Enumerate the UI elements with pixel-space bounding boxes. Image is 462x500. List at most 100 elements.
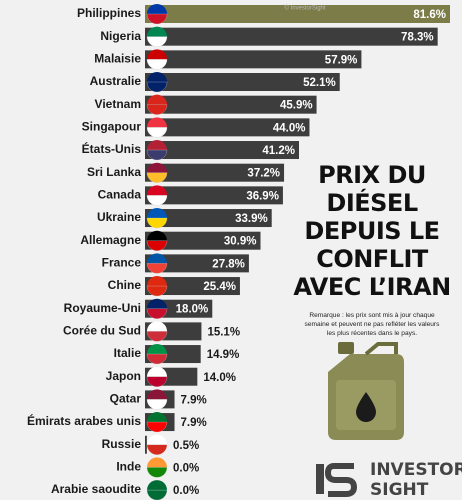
bar	[145, 95, 317, 114]
category-label: Chine	[108, 278, 142, 292]
title-line: PRIX DU	[318, 161, 426, 189]
value-label: 57.9%	[325, 54, 358, 66]
note-line: Remarque : les prix sont mis à jour chaq…	[309, 312, 435, 319]
flag	[146, 240, 168, 251]
flag	[147, 117, 167, 128]
flag	[146, 444, 168, 455]
bar	[145, 254, 249, 273]
flag	[147, 389, 167, 400]
category-label: Vietnam	[95, 97, 141, 111]
category-label: Arabie saoudite	[51, 482, 141, 496]
flag	[147, 321, 167, 332]
value-label: 30.9%	[224, 236, 257, 248]
bar	[145, 186, 283, 205]
flag	[147, 412, 167, 423]
flag	[147, 49, 167, 60]
bar	[145, 50, 362, 69]
category-label: Ukraine	[97, 210, 141, 224]
flag	[146, 59, 168, 70]
category-label: Sri Lanka	[87, 165, 141, 179]
value-label: 33.9%	[235, 213, 268, 225]
jerrycan	[328, 342, 404, 440]
value-label: 44.0%	[273, 122, 306, 134]
value-label: 7.9%	[181, 394, 207, 406]
category-label: Russie	[102, 437, 142, 451]
bar	[145, 209, 272, 228]
flag	[146, 489, 168, 500]
title-line: CONFLIT	[316, 245, 429, 273]
brand-text: SIGHT	[370, 480, 429, 500]
bar	[145, 27, 438, 46]
bar	[145, 163, 285, 182]
category-label: Allemagne	[80, 233, 141, 247]
value-label: 36.9%	[246, 190, 279, 202]
flag	[146, 308, 168, 319]
flag	[146, 81, 168, 93]
value-label: 15.1%	[207, 326, 240, 338]
flag	[147, 276, 167, 287]
bar	[145, 118, 310, 137]
value-label: 14.0%	[203, 372, 236, 384]
brand-text: INVESTOR	[370, 460, 462, 480]
flag	[147, 434, 167, 445]
bar	[145, 231, 261, 250]
category-label: Malaisie	[94, 52, 141, 66]
value-label: 7.9%	[181, 417, 207, 429]
value-label: 37.2%	[247, 168, 280, 180]
value-label: 81.6%	[413, 9, 446, 21]
flag	[147, 457, 167, 468]
watermark: © InvestorSight	[284, 5, 325, 12]
flag	[146, 36, 168, 47]
flag	[147, 480, 167, 491]
flag	[146, 331, 168, 342]
flag	[146, 399, 168, 410]
flag	[147, 94, 167, 105]
value-label: 14.9%	[207, 349, 240, 361]
flag	[147, 366, 167, 377]
flag	[146, 353, 168, 365]
note-line: semaine et peuvent ne pas refléter les v…	[305, 321, 441, 328]
category-label: Corée du Sud	[63, 324, 141, 338]
value-label: 78.3%	[401, 32, 434, 44]
title-line: DEPUIS LE	[304, 217, 439, 245]
category-label: Qatar	[110, 392, 142, 406]
value-label: 0.0%	[173, 462, 199, 474]
value-label: 25.4%	[203, 281, 236, 293]
category-label: Australie	[90, 74, 142, 88]
category-label: Singapour	[82, 120, 142, 134]
flag	[147, 26, 167, 37]
flag	[146, 263, 168, 274]
flag	[146, 217, 168, 229]
category-label: Philippines	[77, 6, 141, 20]
flag	[147, 72, 167, 83]
brand-mark	[316, 463, 358, 497]
note-line: les plus récentes dans le pays.	[327, 330, 417, 337]
bar	[145, 73, 340, 92]
flag	[147, 140, 167, 151]
value-label: 18.0%	[176, 304, 209, 316]
value-label: 0.5%	[173, 440, 199, 452]
flag	[146, 127, 168, 138]
flag	[147, 185, 167, 196]
flag	[147, 208, 167, 219]
bar	[145, 435, 147, 454]
flag	[146, 421, 168, 433]
flag	[146, 13, 168, 25]
flag	[146, 195, 168, 206]
flag	[147, 230, 167, 241]
flag	[146, 172, 168, 183]
flag	[147, 162, 167, 173]
flag	[147, 344, 167, 355]
category-label: Nigeria	[100, 29, 141, 43]
flag	[146, 149, 168, 161]
category-label: Japon	[106, 369, 141, 383]
value-label: 0.0%	[173, 485, 199, 497]
value-label: 41.2%	[262, 145, 295, 157]
category-label: Royaume-Uni	[64, 301, 141, 315]
title-line: AVEC L’IRAN	[293, 273, 450, 301]
flag	[146, 285, 168, 297]
value-label: 52.1%	[303, 77, 336, 89]
category-label: Émirats arabes unis	[27, 413, 141, 428]
bar	[145, 277, 240, 296]
